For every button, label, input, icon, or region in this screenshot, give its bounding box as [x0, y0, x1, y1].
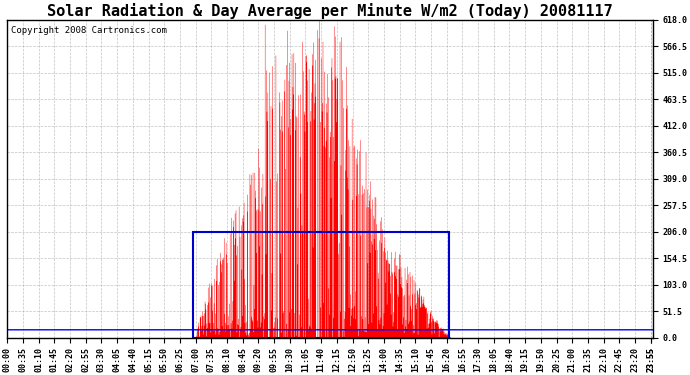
- Text: Copyright 2008 Cartronics.com: Copyright 2008 Cartronics.com: [10, 26, 166, 35]
- Bar: [193, 232, 449, 338]
- Title: Solar Radiation & Day Average per Minute W/m2 (Today) 20081117: Solar Radiation & Day Average per Minute…: [47, 3, 613, 19]
